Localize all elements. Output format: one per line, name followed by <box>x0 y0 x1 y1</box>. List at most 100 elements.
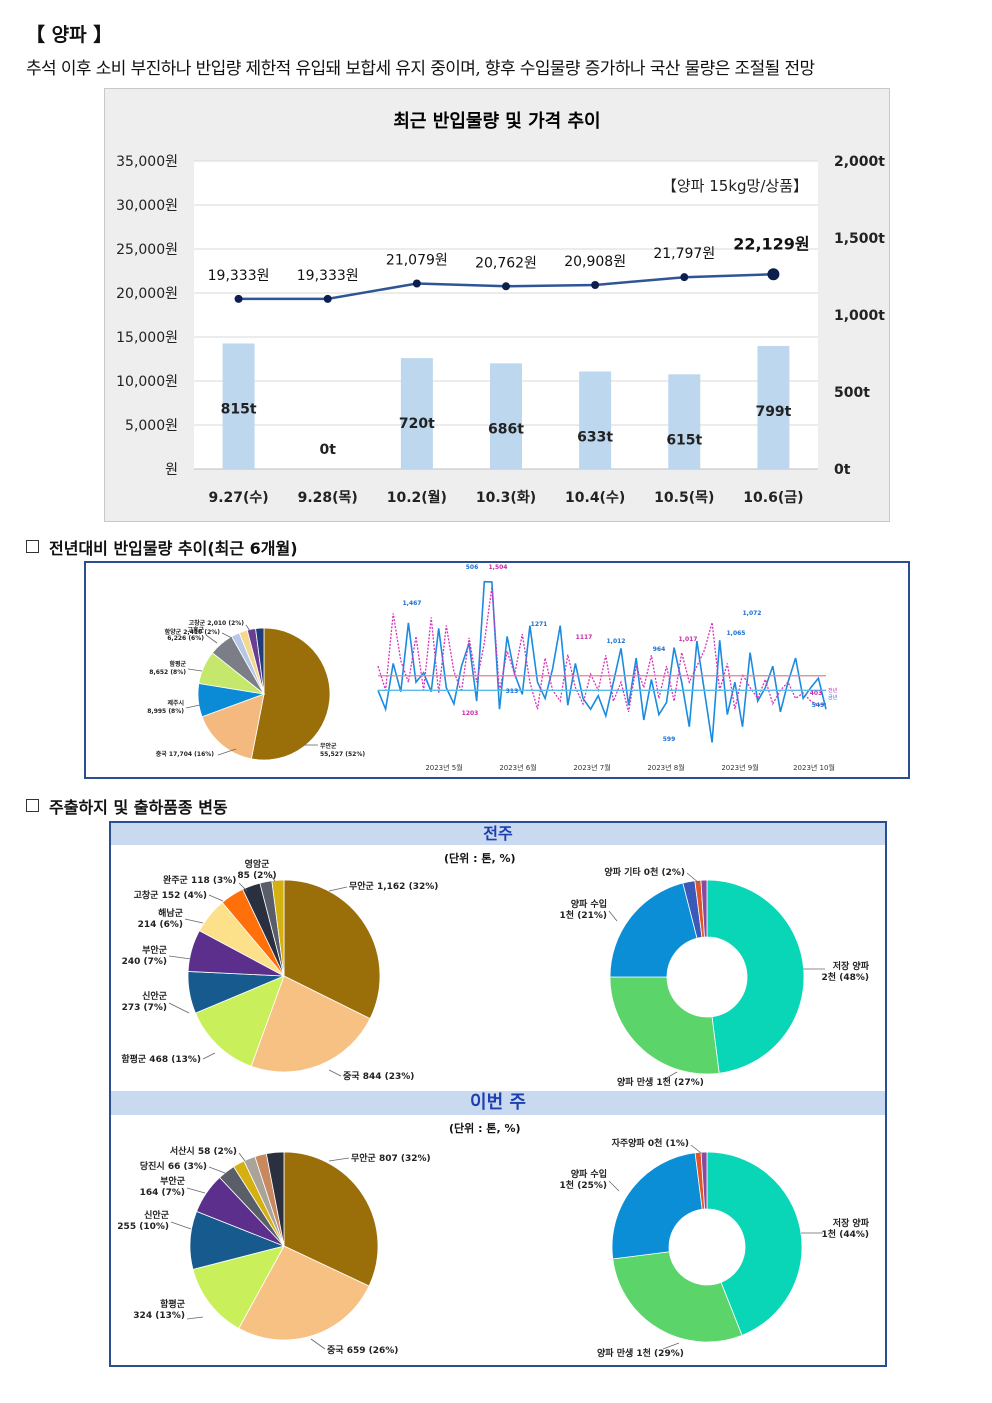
y-left-tick: 5,000원 <box>125 418 178 434</box>
leader-line <box>686 872 700 884</box>
leader-line <box>608 1180 620 1192</box>
section-trend-heading: 전년대비 반입물량 추이(최근 6개월) <box>26 535 298 559</box>
slice-label: 양파 수입 <box>571 1168 607 1180</box>
pie-slice <box>255 627 265 695</box>
price-point <box>767 268 780 281</box>
price-label: 20,908원 <box>564 254 626 270</box>
slice-label: 함평군 <box>169 660 186 668</box>
y-right-tick: 500t <box>834 385 870 401</box>
data-annotation: 1203 <box>462 710 479 717</box>
slice-label: 214 (6%) <box>138 920 183 930</box>
pie-slice <box>250 627 331 761</box>
y-right-tick: 1,500t <box>834 231 885 247</box>
volume-bar <box>579 371 612 469</box>
volume-bar <box>400 358 433 469</box>
slice-label: 무안군 807 (32%) <box>351 1153 431 1164</box>
slice-label: 8,995 (8%) <box>147 708 184 715</box>
x-tick-label: 2023년 5월 <box>425 763 462 772</box>
price-volume-chart: 최근 반입물량 및 가격 추이원 5,000원 10,000원 15,000원 20,0… <box>116 110 885 506</box>
leader-line <box>690 1144 702 1154</box>
x-tick-label: 2023년 6월 <box>499 763 536 772</box>
slice-label: 1천 (44%) <box>822 1229 869 1240</box>
slice-label: 무안군 1,162 (32%) <box>349 881 438 892</box>
slice-label: 240 (7%) <box>122 957 167 967</box>
y-right-tick: 1,000t <box>834 308 885 324</box>
leader-line <box>328 1069 342 1077</box>
trend-frame: 무안군 55,527 (52%) 중국 17,704 (16%) 제주시 8,995 (… <box>84 561 910 779</box>
volume-bar <box>757 345 790 469</box>
slice-label: 6,226 (6%) <box>167 635 204 642</box>
slice-label: 함평군 468 (13%) <box>121 1053 201 1065</box>
x-tick-label: 9.28(목) <box>298 490 358 506</box>
section-shipping-label: 주출하지 및 출하품종 변동 <box>49 798 228 817</box>
slice-label: 중국 17,704 (16%) <box>156 750 214 758</box>
price-label: 22,129원 <box>733 234 809 253</box>
leader-line <box>184 918 204 924</box>
x-tick-label: 2023년 7월 <box>573 763 610 772</box>
data-annotation: 1,072 <box>743 610 762 617</box>
slice-label: 324 (13%) <box>133 1311 185 1321</box>
price-point <box>323 294 332 303</box>
price-point <box>412 279 421 288</box>
slice-label: 신안군 <box>144 1209 170 1221</box>
y-left-tick: 30,000원 <box>116 198 178 214</box>
pie-slice <box>283 1151 379 1287</box>
this-week-unit: (단위 : 톤, %) <box>449 1122 521 1135</box>
checkbox-icon <box>26 799 39 812</box>
leader-line <box>170 1221 192 1230</box>
x-tick-label: 10.5(목) <box>654 490 714 506</box>
slice-label: 273 (7%) <box>122 1003 167 1013</box>
slice-label: 제주시 <box>167 699 184 707</box>
data-annotation: 599 <box>663 736 676 743</box>
leader-line <box>245 624 251 632</box>
data-annotation: 1117 <box>576 634 593 641</box>
slice-label: 함평군 <box>160 1298 186 1310</box>
volume-label: 615t <box>666 432 702 448</box>
leader-line <box>662 1342 680 1350</box>
data-annotation: 403 <box>810 690 823 697</box>
shipping-frame: 전주 (단위 : 톤, %) 이번 주 (단위 : 톤, %) 무안군 1,16… <box>109 821 887 1367</box>
y-left-tick: 15,000원 <box>116 330 178 346</box>
last-week-band: 전주 <box>111 823 885 845</box>
price-volume-chart-frame: 최근 반입물량 및 가격 추이 원 5,000원 10,000원 15,000원 20,0… <box>104 88 890 522</box>
data-annotation: 1271 <box>531 621 548 628</box>
slice-label: 1천 (21%) <box>560 910 607 921</box>
slice-label: 자주양파 0천 (1%) <box>612 1137 689 1149</box>
chart-title: 최근 반입물량 및 가격 추이 <box>393 110 600 132</box>
leader-line <box>608 910 618 922</box>
volume-label: 686t <box>488 421 524 437</box>
price-label: 21,797원 <box>653 246 715 262</box>
slice-label: 양파 만생 1천 (27%) <box>617 1076 704 1088</box>
pie-slice <box>609 882 698 978</box>
slice-label: 중국 844 (23%) <box>343 1071 414 1082</box>
volume-label: 815t <box>221 401 257 417</box>
last-week-unit: (단위 : 톤, %) <box>444 852 516 865</box>
slice-label: 완주군 118 (3%) <box>163 874 236 886</box>
slice-label: 8,652 (8%) <box>149 669 186 676</box>
data-annotation: 1,017 <box>679 636 698 643</box>
leader-line <box>208 1166 226 1174</box>
slice-label: 164 (7%) <box>140 1188 185 1198</box>
x-tick-label: 2023년 8월 <box>647 763 684 772</box>
slice-label: 저장 양파 <box>833 1217 870 1229</box>
x-tick-label: 9.27(수) <box>208 490 268 506</box>
pie-slice <box>700 879 708 938</box>
slice-label: 신안군 <box>142 990 168 1002</box>
pie-slice <box>706 1151 803 1336</box>
price-label: 19,333원 <box>297 268 359 284</box>
pie-slice <box>265 1151 285 1247</box>
slice-label: 고흥군 <box>187 626 204 634</box>
data-annotation: 1,065 <box>727 630 746 637</box>
volume-line-chart: 2023년 5월 2023년 6월 2023년 7월 2023년 8월 2023년 9월… <box>377 564 838 772</box>
volume-label: 633t <box>577 430 613 446</box>
slice-label: 1천 (25%) <box>560 1180 607 1191</box>
data-annotation: 549 <box>812 702 825 709</box>
price-label: 21,079원 <box>386 253 448 269</box>
slice-label: 해남군 <box>158 907 184 919</box>
x-tick-label: 10.2(월) <box>387 489 447 506</box>
checkbox-icon <box>26 540 39 553</box>
y-left-tick: 10,000원 <box>116 374 178 390</box>
leader-line <box>187 668 203 672</box>
